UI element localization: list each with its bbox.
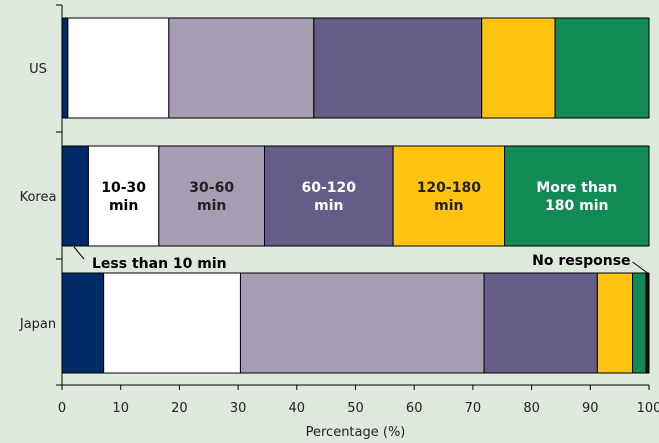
annotation-leader-line bbox=[632, 261, 648, 274]
x-tick-label: 10 bbox=[112, 401, 129, 416]
bar-us-30-60-min bbox=[168, 17, 315, 119]
x-tick-label: 90 bbox=[582, 401, 599, 416]
bar-korea-30-60-min bbox=[158, 145, 266, 247]
category-label: Korea bbox=[20, 190, 57, 205]
x-axis-title: Percentage (%) bbox=[306, 425, 406, 440]
bar-japan-10-30-min bbox=[103, 272, 241, 374]
annotation-no-response: No response bbox=[532, 253, 630, 269]
x-tick-label: 0 bbox=[58, 401, 66, 416]
bar-japan-more-than-180-min bbox=[632, 272, 647, 374]
x-tick-label: 30 bbox=[230, 401, 247, 416]
x-tick-label: 80 bbox=[523, 401, 540, 416]
bar-japan-120-180-min bbox=[596, 272, 634, 374]
bar-korea-60-120-min bbox=[264, 145, 394, 247]
x-tick-label: 20 bbox=[171, 401, 188, 416]
category-label: US bbox=[29, 62, 47, 77]
bar-japan-less-than-10-min bbox=[61, 272, 105, 374]
bar-korea-less-than-10-min bbox=[61, 145, 89, 247]
segment-label: More than 180 min bbox=[536, 180, 617, 214]
bar-korea-more-than-180-min bbox=[504, 145, 650, 247]
x-tick-label: 50 bbox=[347, 401, 364, 416]
bar-us-10-30-min bbox=[67, 17, 170, 119]
bar-us-120-180-min bbox=[481, 17, 556, 119]
bar-us-60-120-min bbox=[313, 17, 483, 119]
annotation-leader-line bbox=[73, 246, 85, 260]
annotation-less-than-10: Less than 10 min bbox=[92, 256, 227, 272]
category-label: Japan bbox=[19, 317, 56, 332]
bar-japan-no-response bbox=[645, 272, 650, 374]
bar-us-less-than-10-min bbox=[61, 17, 69, 119]
bar-japan-60-120-min bbox=[483, 272, 598, 374]
x-tick-label: 70 bbox=[465, 401, 482, 416]
x-tick-label: 60 bbox=[406, 401, 423, 416]
x-tick-label: 40 bbox=[289, 401, 306, 416]
bar-japan-30-60-min bbox=[239, 272, 485, 374]
segment-label: 30-60 min bbox=[189, 180, 234, 214]
bar-us-more-than-180-min bbox=[554, 17, 650, 119]
bar-korea-120-180-min bbox=[392, 145, 506, 247]
segment-label: 120-180 min bbox=[417, 180, 482, 214]
bar-korea-10-30-min bbox=[87, 145, 160, 247]
segment-label: 10-30 min bbox=[101, 180, 146, 214]
segment-label: 60-120 min bbox=[302, 180, 357, 214]
x-tick-label: 100 bbox=[637, 401, 659, 416]
